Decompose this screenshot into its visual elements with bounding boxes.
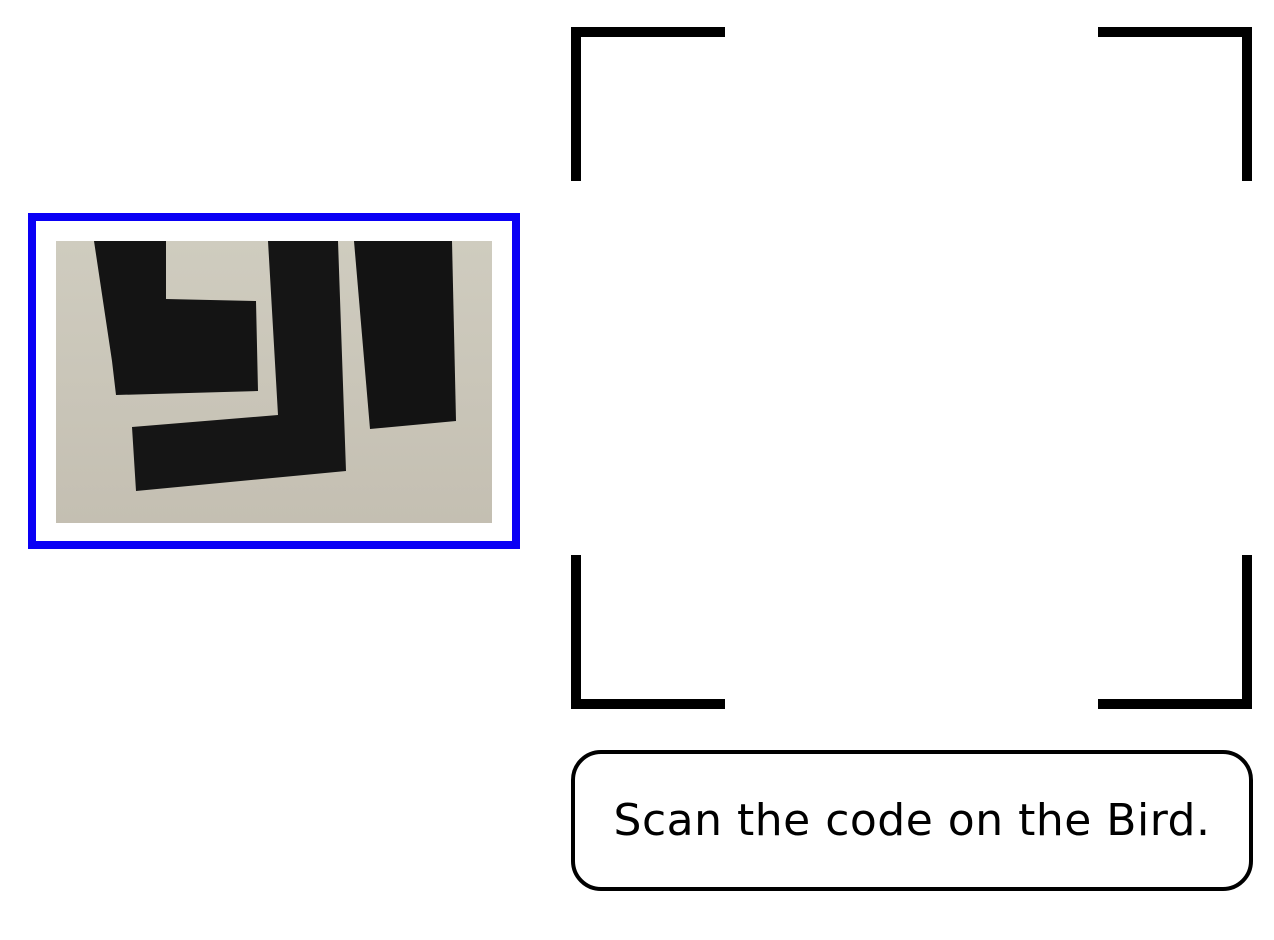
code-mark [94, 241, 258, 395]
code-mark [354, 241, 456, 429]
viewfinder-corner-bottom-right [1098, 555, 1252, 709]
viewfinder-corner-bottom-left [571, 555, 725, 709]
instruction-text: Scan the code on the Bird. [613, 795, 1211, 846]
captured-code-preview [28, 213, 520, 549]
instruction-box: Scan the code on the Bird. [571, 750, 1253, 891]
viewfinder-corner-top-left [571, 27, 725, 181]
code-photo [56, 241, 492, 523]
viewfinder-corner-top-right [1098, 27, 1252, 181]
code-mark [132, 241, 346, 491]
code-marks-image [94, 241, 456, 491]
